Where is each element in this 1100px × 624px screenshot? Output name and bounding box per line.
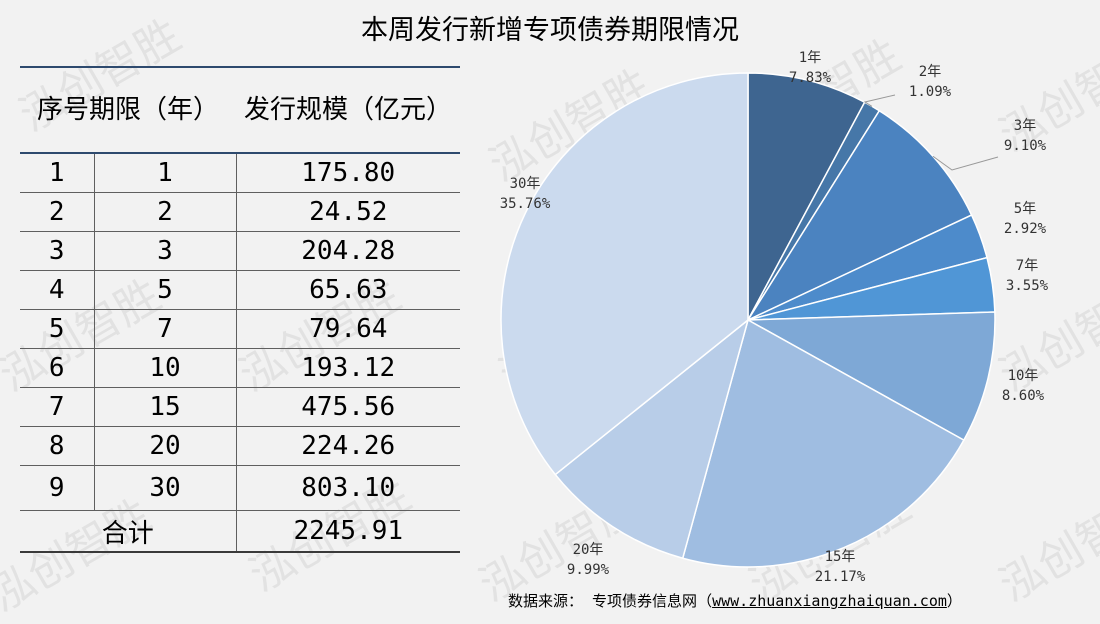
pie-slice-3年 bbox=[746, 109, 973, 322]
header-amount: 发行规模（亿元） bbox=[236, 66, 460, 154]
slice-label-category: 1年 bbox=[799, 50, 821, 66]
source-paren-open: （ bbox=[697, 592, 713, 610]
pie-chart: 1年 7.83% 2年 1.09% 3年 9.10% 5年 2.92% 7年 3.55% 10年 8.… bbox=[500, 50, 1049, 585]
slice-label-percent: 8.60% bbox=[1002, 388, 1045, 404]
cell-amount: 224.26 bbox=[236, 426, 460, 466]
cell-amount: 79.64 bbox=[236, 309, 460, 349]
source-name: 专项债券信息网 bbox=[592, 592, 698, 610]
table-row: 3 3 204.28 bbox=[20, 231, 460, 271]
cell-amount: 24.52 bbox=[236, 192, 460, 232]
cell-term: 2 bbox=[94, 192, 237, 232]
cell-amount: 193.12 bbox=[236, 348, 460, 388]
cell-serial: 7 bbox=[20, 387, 95, 427]
table-total-row: 合计 2245.91 bbox=[20, 510, 460, 553]
slice-label-percent: 7.83% bbox=[789, 70, 832, 86]
header-serial: 序号 bbox=[36, 94, 89, 125]
slice-label-percent: 3.55% bbox=[1006, 278, 1049, 294]
pie-slices bbox=[500, 72, 996, 568]
slice-label-category: 10年 bbox=[1008, 368, 1039, 384]
slice-label-category: 5年 bbox=[1014, 201, 1036, 217]
source-paren-close: ） bbox=[946, 592, 962, 610]
slice-label-category: 20年 bbox=[573, 542, 604, 558]
cell-term: 5 bbox=[94, 270, 237, 310]
chart-title: 本周发行新增专项债券期限情况 bbox=[361, 15, 739, 46]
cell-serial: 1 bbox=[20, 153, 95, 193]
slice-label-percent: 1.09% bbox=[909, 84, 952, 100]
leader-line bbox=[932, 155, 999, 171]
cell-serial: 9 bbox=[20, 465, 95, 511]
table-row: 4 5 65.63 bbox=[20, 270, 460, 310]
cell-amount: 204.28 bbox=[236, 231, 460, 271]
cell-amount: 803.10 bbox=[236, 465, 460, 511]
table-row: 9 30 803.10 bbox=[20, 465, 460, 511]
header-serial-term: 序号期限（年） bbox=[20, 66, 236, 154]
table-row: 1 1 175.80 bbox=[20, 153, 460, 193]
cell-serial: 5 bbox=[20, 309, 95, 349]
slice-label-category: 15年 bbox=[825, 549, 856, 565]
table-row: 6 10 193.12 bbox=[20, 348, 460, 388]
pie-slice-30年 bbox=[500, 72, 749, 476]
slice-label-percent: 9.10% bbox=[1004, 138, 1047, 154]
cell-term: 3 bbox=[94, 231, 237, 271]
pie-slice-1年 bbox=[747, 72, 866, 321]
slice-label-category: 3年 bbox=[1014, 118, 1036, 134]
data-table: 序号期限（年） 发行规模（亿元） 1 1 175.80 2 2 24.52 3 3 204.… bbox=[20, 66, 460, 553]
cell-serial: 6 bbox=[20, 348, 95, 388]
cell-term: 20 bbox=[94, 426, 237, 466]
pie-slice-10年 bbox=[745, 311, 996, 442]
source-label: 数据来源： bbox=[508, 592, 584, 610]
slice-label-percent: 2.92% bbox=[1004, 221, 1047, 237]
pie-slice-20年 bbox=[554, 317, 750, 560]
source-url: www.zhuanxiangzhaiquan.com bbox=[712, 592, 947, 610]
pie-labels: 1年 7.83% 2年 1.09% 3年 9.10% 5年 2.92% 7年 3.55% 10年 8.… bbox=[500, 50, 1049, 585]
table-row: 5 7 79.64 bbox=[20, 309, 460, 349]
slice-label-percent: 21.17% bbox=[815, 569, 866, 585]
slice-label-category: 7年 bbox=[1016, 258, 1038, 274]
table-header-row: 序号期限（年） 发行规模（亿元） bbox=[20, 66, 460, 154]
pie-slice-15年 bbox=[681, 318, 965, 568]
cell-term: 7 bbox=[94, 309, 237, 349]
table-row: 2 2 24.52 bbox=[20, 192, 460, 232]
cell-amount: 475.56 bbox=[236, 387, 460, 427]
cell-amount: 175.80 bbox=[236, 153, 460, 193]
total-label: 合计 bbox=[20, 510, 237, 553]
cell-serial: 4 bbox=[20, 270, 95, 310]
cell-term: 10 bbox=[94, 348, 237, 388]
slice-label-percent: 9.99% bbox=[567, 562, 610, 578]
cell-term: 1 bbox=[94, 153, 237, 193]
cell-serial: 2 bbox=[20, 192, 95, 232]
cell-amount: 65.63 bbox=[236, 270, 460, 310]
cell-term: 30 bbox=[94, 465, 237, 511]
table-row: 8 20 224.26 bbox=[20, 426, 460, 466]
source-note: 数据来源： 专项债券信息网（www.zhuanxiangzhaiquan.com… bbox=[508, 590, 962, 611]
slice-label-category: 2年 bbox=[919, 64, 941, 80]
slice-label-category: 30年 bbox=[510, 176, 541, 192]
header-term: 期限（年） bbox=[89, 94, 220, 125]
leader-line bbox=[863, 94, 896, 107]
cell-serial: 8 bbox=[20, 426, 95, 466]
cell-serial: 3 bbox=[20, 231, 95, 271]
total-value: 2245.91 bbox=[236, 510, 460, 553]
slice-label-percent: 35.76% bbox=[500, 196, 551, 212]
table-row: 7 15 475.56 bbox=[20, 387, 460, 427]
cell-term: 15 bbox=[94, 387, 237, 427]
